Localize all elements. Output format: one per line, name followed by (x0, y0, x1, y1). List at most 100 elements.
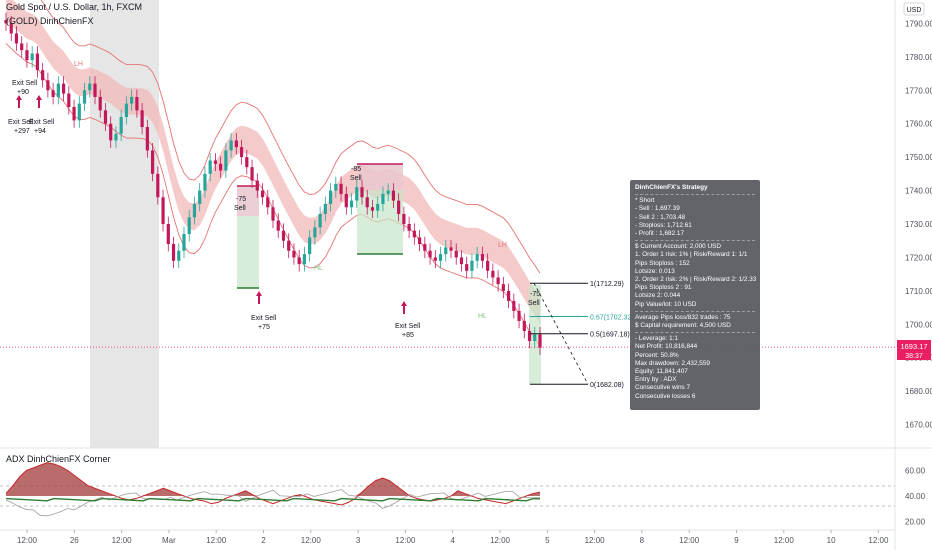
candle-body (470, 260, 474, 271)
price-tick-label: 1670.00 (905, 421, 932, 430)
divider (635, 240, 755, 242)
exit-arrow-icon (256, 291, 262, 304)
lh-label: LH (498, 242, 507, 249)
adx-series (5, 462, 541, 517)
strategy-lines: * Short - Sell : 1,697.39 - Sell 2 : 1,7… (635, 197, 756, 401)
oscillator-tick-label: 60.00 (905, 466, 926, 475)
candle-body (9, 23, 13, 34)
strategy-line: Consecutive losses 6 (635, 392, 696, 400)
strategy-line: Pip Value/lot: 10 USD (635, 300, 697, 308)
current-price-value: 1693.17 (900, 342, 927, 351)
candle-body (224, 150, 228, 171)
candle-body (381, 193, 385, 204)
strategy-panel[interactable]: DinhChienFX's Strategy * Short - Sell : … (630, 180, 760, 410)
price-tick-label: 1750.00 (905, 153, 932, 162)
exit-sell-label: Exit Sell (8, 119, 34, 126)
sell-label: Sell (528, 300, 540, 307)
time-tick-label: 8 (640, 536, 645, 545)
candle-body (88, 83, 92, 91)
upper-envelope (40, 0, 541, 274)
candle-body (412, 230, 416, 238)
candle-body (61, 83, 66, 94)
time-tick-label: 26 (70, 536, 79, 545)
candle-body (438, 254, 443, 261)
exit-sell-value: +75 (258, 324, 270, 331)
hl-label: HL (314, 265, 323, 272)
exit-sell-label: Exit Sell (395, 323, 421, 330)
candle-body (30, 53, 34, 61)
current-price-badge (897, 340, 931, 360)
price-tick-label: 1760.00 (905, 120, 932, 129)
strategy-line: Average Pips loss/832 trades : 75 (635, 313, 731, 321)
time-tick-label: 9 (734, 536, 739, 545)
candle-body (192, 203, 197, 218)
time-tick-label: Mar (162, 536, 176, 545)
candle-body (402, 213, 406, 224)
candle-body (25, 50, 29, 61)
candle-body (255, 180, 259, 191)
strategy-line: - Leverage: 1:1 (635, 335, 678, 343)
exit-sell-value: +90 (17, 89, 29, 96)
exit-sell-value: +297 (14, 128, 30, 135)
candle-body (501, 284, 505, 291)
trade-boxes (237, 163, 541, 385)
candle-body (72, 106, 76, 121)
adx-line (5, 462, 541, 506)
time-axis[interactable]: 12:00 26 12:00 Mar 12:00 2 12:00 3 12:00 4 12:00 5 1… (17, 530, 889, 545)
time-tick-label: 12:00 (112, 536, 133, 545)
time-tick-label: 12:00 (490, 536, 511, 545)
sell-value: -85 (351, 166, 361, 173)
price-axis[interactable]: 1790.00 1780.00 1770.00 1760.00 1750.00 1740.… (905, 19, 932, 429)
candle-body (130, 96, 134, 104)
candle-body (475, 254, 479, 261)
price-tick-label: 1720.00 (905, 253, 932, 262)
time-tick-label: 12:00 (774, 536, 795, 545)
candle-body (140, 110, 144, 128)
exit-sell-label: Exit Sell (29, 119, 55, 126)
strategy-line: Entry by : ADX (635, 376, 677, 384)
time-tick-label: 2 (261, 536, 266, 545)
candle-body (376, 203, 380, 211)
strategy-line: Max drawdown: 2,432,559 (635, 359, 710, 367)
oscillator-tick-label: 40.00 (905, 492, 926, 501)
candle-body (208, 160, 212, 174)
strategy-line: - Sell : 1,697.39 (635, 205, 680, 213)
oscillator-title: ADX DinhChienFX Corner (6, 454, 111, 464)
sell-label: Sell (234, 205, 246, 212)
sell-value: -75 (236, 196, 246, 203)
candle-body (292, 250, 296, 258)
time-tick-label: 12:00 (679, 536, 700, 545)
price-tick-label: 1790.00 (905, 19, 932, 28)
fib-levels: 1(1712.29) 0.67(1702.32) 0.5(1697.18) 0(168… (530, 281, 634, 389)
time-tick-label: 12:00 (868, 536, 889, 545)
currency-badge[interactable] (903, 2, 925, 16)
strategy-line: * Short (635, 197, 655, 205)
candle-body (512, 300, 516, 311)
candle-body (14, 33, 19, 44)
time-tick-label: 4 (450, 536, 455, 545)
sell-value: -75 (530, 291, 540, 298)
candle-body (349, 200, 354, 208)
candle-body (124, 103, 129, 118)
strategy-line: Net Profit: 10,816,844 (635, 343, 698, 351)
candle-body (506, 290, 511, 301)
time-tick-label: 5 (545, 536, 550, 545)
candle-body (480, 254, 485, 261)
candle-body (538, 334, 542, 348)
candle-body (46, 80, 50, 91)
strategy-line: - Stoploss: 1,712.61 (635, 221, 692, 229)
indicator-title: (GOLD) DinhChienFX (6, 16, 94, 26)
exit-sell-value: +94 (34, 128, 46, 135)
hl-label: HL (478, 313, 487, 320)
time-tick-label: 12:00 (206, 536, 227, 545)
trade-level-label: 0(1682.08) (590, 382, 624, 389)
candle-body (360, 187, 364, 198)
strategy-line: Percent: 50.8% (635, 351, 679, 359)
strategy-title: DinhChienFX's Strategy (635, 184, 708, 191)
candle-body (145, 127, 149, 151)
candle-body (171, 244, 176, 261)
projection-line (533, 283, 589, 385)
sell-label: Sell (350, 175, 362, 182)
candle-body (35, 53, 40, 71)
